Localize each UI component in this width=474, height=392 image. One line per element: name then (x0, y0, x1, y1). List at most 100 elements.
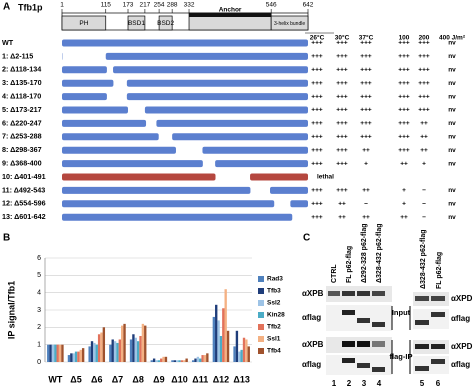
bar (120, 325, 124, 362)
position-label: 115 (101, 2, 112, 9)
phenotype: +++ (398, 147, 410, 154)
bar (134, 337, 137, 362)
bar (173, 360, 177, 362)
bar (54, 344, 57, 362)
bar (206, 353, 209, 362)
antibody-label: αXPD (451, 294, 473, 303)
construct-bar (62, 160, 203, 168)
bar (111, 339, 114, 362)
anchor-bar (189, 13, 272, 17)
construct-bar (62, 200, 275, 208)
bar (139, 336, 142, 362)
construct-bar (62, 79, 114, 87)
construct-bar (270, 186, 308, 194)
bar (118, 339, 121, 362)
construct-bar (62, 146, 176, 154)
lane-number: 4 (377, 379, 382, 388)
phenotype: nv (448, 160, 456, 167)
bar (201, 355, 204, 362)
x-tick-label: Δ9 (153, 374, 164, 384)
bar (245, 339, 248, 362)
bar (176, 360, 179, 362)
bar (219, 336, 223, 362)
row-label: 10: Δ401-491 (2, 172, 46, 181)
row-label: 8: Δ298-367 (2, 145, 42, 154)
antibody-label: αflag (451, 314, 470, 323)
antibody-label: αXPB (302, 289, 324, 298)
lane-header: Δ328-432 p62-flag (376, 223, 383, 283)
phenotype: +++ (360, 120, 372, 127)
phenotype: +++ (336, 40, 348, 47)
panel-label: A (3, 2, 10, 13)
phenotype: +++ (398, 120, 410, 127)
phenotype: +++ (311, 147, 323, 154)
phenotype: +++ (418, 80, 430, 87)
bar (90, 341, 94, 362)
phenotype: +++ (336, 160, 348, 167)
legend-label: Ssl1 (267, 336, 281, 343)
phenotype: +++ (311, 201, 323, 208)
band (342, 291, 355, 296)
bar (123, 323, 126, 362)
legend-swatch (258, 324, 264, 330)
band (372, 341, 385, 347)
bar (116, 342, 119, 362)
row-label: 12: Δ554-596 (2, 199, 46, 208)
bar (242, 337, 246, 362)
domain (61, 15, 107, 31)
phenotype: nv (448, 214, 456, 221)
bar (199, 358, 202, 362)
phenotype: nv (448, 107, 456, 114)
legend-label: Tfb2 (267, 324, 281, 331)
band (342, 341, 355, 347)
panel-label: B (3, 233, 10, 244)
band (357, 363, 370, 368)
legend-label: Tfb4 (267, 348, 281, 355)
legend-swatch (258, 312, 264, 318)
y-tick-label: 1 (37, 342, 41, 349)
phenotype: +++ (398, 80, 410, 87)
construct-bar (156, 119, 308, 127)
position-label: 332 (184, 2, 195, 9)
row-label: 11: Δ492-543 (2, 185, 45, 194)
lane-number: 6 (436, 379, 441, 388)
position-label: 254 (154, 2, 165, 9)
row-label: 7: Δ253-288 (2, 132, 42, 141)
bar (240, 349, 243, 362)
domain-name: BSD2 (157, 20, 174, 27)
y-tick-label: 6 (37, 255, 41, 262)
bar (247, 346, 250, 362)
bar (238, 351, 241, 362)
phenotype: +++ (398, 40, 410, 47)
legend-label: Kin28 (267, 312, 285, 319)
row-label: 13: Δ601-642 (2, 212, 46, 221)
lane-header: FL p62-flag (436, 252, 443, 289)
construct-bar (62, 213, 293, 221)
construct-bar (290, 200, 308, 208)
bar (178, 360, 181, 362)
band (357, 341, 370, 347)
phenotype: +++ (311, 134, 323, 141)
phenotype: +++ (398, 67, 410, 74)
domain (158, 15, 173, 31)
bar (155, 360, 158, 362)
phenotype: ++ (338, 214, 346, 221)
phenotype: +++ (311, 214, 323, 221)
bar (162, 356, 165, 362)
panel-label: C (303, 233, 310, 244)
construct-bar (62, 106, 129, 114)
bar (194, 358, 197, 362)
bar (191, 360, 195, 362)
band (372, 322, 385, 327)
protein-name: Tfb1p (18, 2, 43, 12)
lane-number: 3 (362, 379, 367, 388)
position-label: 546 (266, 2, 277, 9)
section-label: Input (392, 308, 411, 317)
y-tick-label: 3 (37, 307, 41, 314)
construct-bar (62, 173, 216, 181)
domain (270, 15, 309, 31)
phenotype: +++ (311, 40, 323, 47)
column-header: 30°C (335, 34, 350, 42)
legend-swatch (258, 348, 264, 354)
phenotype: +++ (336, 147, 348, 154)
